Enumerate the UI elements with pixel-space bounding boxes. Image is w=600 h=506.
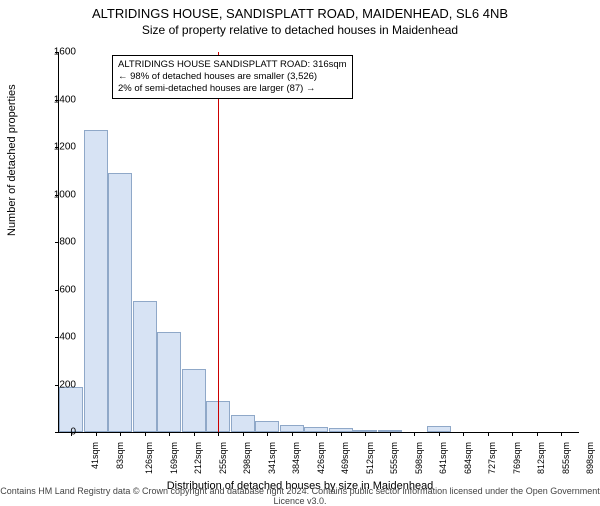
x-tick-label: 898sqm bbox=[585, 442, 595, 474]
x-tick-label: 341sqm bbox=[267, 442, 277, 474]
y-tick-label: 1200 bbox=[36, 142, 76, 153]
x-tick-mark bbox=[120, 432, 121, 436]
histogram-bar bbox=[182, 369, 206, 432]
x-tick-mark bbox=[463, 432, 464, 436]
chart-area: 41sqm83sqm126sqm169sqm212sqm255sqm298sqm… bbox=[58, 52, 578, 432]
histogram-bar bbox=[59, 387, 83, 432]
x-tick-mark bbox=[243, 432, 244, 436]
y-axis-label: Number of detached properties bbox=[6, 84, 18, 236]
y-tick-label: 800 bbox=[36, 237, 76, 248]
x-tick-mark bbox=[218, 432, 219, 436]
x-tick-label: 255sqm bbox=[218, 442, 228, 474]
x-tick-mark bbox=[561, 432, 562, 436]
x-tick-mark bbox=[96, 432, 97, 436]
x-tick-label: 426sqm bbox=[316, 442, 326, 474]
histogram-bar bbox=[231, 415, 255, 432]
y-tick-label: 1400 bbox=[36, 94, 76, 105]
x-tick-mark bbox=[267, 432, 268, 436]
histogram-bar bbox=[108, 173, 132, 432]
x-tick-mark bbox=[365, 432, 366, 436]
chart-title: ALTRIDINGS HOUSE, SANDISPLATT ROAD, MAID… bbox=[0, 6, 600, 21]
x-tick-label: 684sqm bbox=[463, 442, 473, 474]
x-tick-label: 83sqm bbox=[115, 442, 125, 469]
x-tick-label: 169sqm bbox=[169, 442, 179, 474]
annotation-box: ALTRIDINGS HOUSE SANDISPLATT ROAD: 316sq… bbox=[112, 55, 353, 99]
x-tick-label: 126sqm bbox=[144, 442, 154, 474]
y-tick-label: 200 bbox=[36, 379, 76, 390]
x-tick-label: 555sqm bbox=[389, 442, 399, 474]
x-tick-mark bbox=[390, 432, 391, 436]
x-tick-mark bbox=[414, 432, 415, 436]
x-tick-label: 855sqm bbox=[561, 442, 571, 474]
x-tick-mark bbox=[512, 432, 513, 436]
histogram-bar bbox=[84, 130, 108, 432]
y-tick-label: 0 bbox=[36, 427, 76, 438]
annotation-line2: ← 98% of detached houses are smaller (3,… bbox=[118, 71, 347, 83]
plot-region: 41sqm83sqm126sqm169sqm212sqm255sqm298sqm… bbox=[58, 52, 579, 433]
y-tick-label: 600 bbox=[36, 284, 76, 295]
chart-subtitle: Size of property relative to detached ho… bbox=[0, 23, 600, 37]
x-tick-label: 384sqm bbox=[291, 442, 301, 474]
x-tick-mark bbox=[439, 432, 440, 436]
x-tick-label: 641sqm bbox=[438, 442, 448, 474]
x-tick-label: 727sqm bbox=[487, 442, 497, 474]
x-tick-label: 512sqm bbox=[365, 442, 375, 474]
x-tick-mark bbox=[537, 432, 538, 436]
x-tick-mark bbox=[169, 432, 170, 436]
histogram-bar bbox=[280, 425, 304, 432]
histogram-bar bbox=[157, 332, 181, 432]
x-tick-label: 298sqm bbox=[242, 442, 252, 474]
x-tick-mark bbox=[316, 432, 317, 436]
x-tick-mark bbox=[145, 432, 146, 436]
x-tick-label: 469sqm bbox=[340, 442, 350, 474]
x-tick-label: 212sqm bbox=[193, 442, 203, 474]
x-tick-mark bbox=[488, 432, 489, 436]
x-tick-mark bbox=[194, 432, 195, 436]
histogram-bar bbox=[133, 301, 157, 432]
histogram-bar bbox=[255, 421, 279, 432]
annotation-line1: ALTRIDINGS HOUSE SANDISPLATT ROAD: 316sq… bbox=[118, 59, 347, 71]
x-tick-label: 812sqm bbox=[536, 442, 546, 474]
y-tick-label: 1600 bbox=[36, 47, 76, 58]
annotation-line3: 2% of semi-detached houses are larger (8… bbox=[118, 83, 347, 95]
x-tick-mark bbox=[341, 432, 342, 436]
x-tick-label: 769sqm bbox=[512, 442, 522, 474]
y-tick-label: 1000 bbox=[36, 189, 76, 200]
x-tick-mark bbox=[292, 432, 293, 436]
copyright-text: Contains HM Land Registry data © Crown c… bbox=[0, 486, 600, 506]
x-tick-label: 598sqm bbox=[414, 442, 424, 474]
x-tick-label: 41sqm bbox=[90, 442, 100, 469]
y-tick-label: 400 bbox=[36, 332, 76, 343]
property-marker-line bbox=[218, 52, 219, 432]
